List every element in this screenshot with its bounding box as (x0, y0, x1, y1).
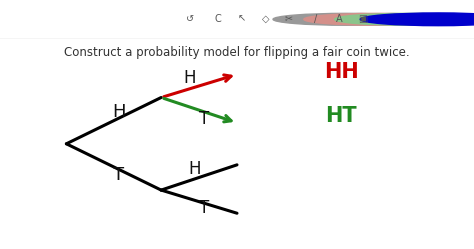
Text: HH: HH (324, 62, 359, 82)
Text: HT: HT (326, 106, 357, 126)
Text: A: A (336, 13, 342, 23)
Text: H: H (112, 103, 125, 121)
Text: ↺: ↺ (185, 13, 194, 23)
Text: T: T (199, 110, 209, 127)
Text: ▣: ▣ (358, 13, 367, 23)
Text: H: H (183, 68, 196, 86)
Text: C: C (215, 13, 221, 23)
Circle shape (304, 13, 450, 25)
Text: ↖: ↖ (237, 13, 246, 23)
Text: T: T (199, 199, 209, 217)
Text: /: / (314, 13, 317, 23)
Text: ✂: ✂ (285, 13, 293, 23)
Text: H: H (188, 160, 201, 178)
Circle shape (273, 13, 419, 25)
Circle shape (360, 13, 474, 26)
Text: ◇: ◇ (262, 13, 269, 23)
Text: T: T (113, 166, 124, 184)
Text: Construct a probability model for flipping a fair coin twice.: Construct a probability model for flippi… (64, 46, 410, 59)
Circle shape (335, 13, 474, 25)
